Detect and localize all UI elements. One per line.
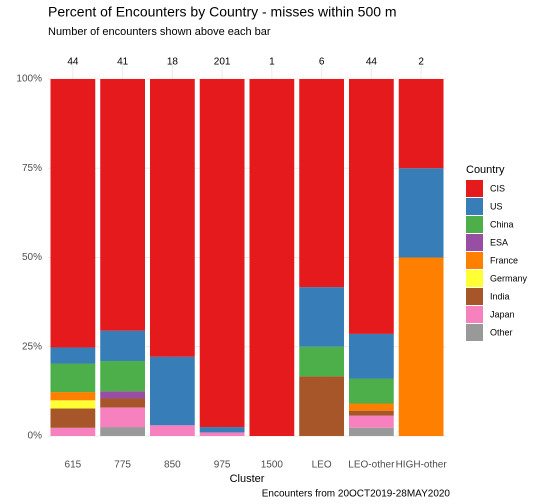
- bar-segment: [50, 79, 96, 348]
- legend-label: China: [490, 219, 514, 229]
- count-label: 1: [269, 57, 275, 68]
- bar-segment: [149, 79, 195, 357]
- legend-key: [466, 252, 483, 269]
- x-tick-label: 615: [65, 460, 82, 471]
- bar-segment: [199, 432, 245, 436]
- bar-segment: [100, 427, 146, 436]
- bar-segment: [50, 347, 96, 364]
- legend-key: [466, 270, 483, 287]
- count-label: 2: [418, 57, 424, 68]
- x-tick-label: LEO-other: [348, 460, 395, 471]
- bar-segment: [299, 79, 345, 288]
- y-tick-label: 75%: [22, 163, 42, 174]
- y-tick-label: 0%: [28, 431, 43, 442]
- legend-key: [466, 180, 483, 197]
- bar-segment: [398, 257, 444, 436]
- bar-segment: [348, 378, 394, 404]
- legend-key: [466, 306, 483, 323]
- bar-segment: [348, 427, 394, 436]
- bar-segment: [50, 392, 96, 401]
- x-tick-label: HIGH-other: [396, 460, 448, 471]
- x-tick-label: 1500: [261, 460, 284, 471]
- x-tick-label: 775: [114, 460, 131, 471]
- legend-label: France: [490, 255, 518, 265]
- legend-key: [466, 234, 483, 251]
- legend-label: US: [490, 201, 503, 211]
- bar-segment: [100, 79, 146, 331]
- legend-label: ESA: [490, 237, 508, 247]
- bar-segment: [100, 361, 146, 392]
- y-tick-label: 50%: [22, 252, 42, 263]
- legend-label: India: [490, 291, 510, 301]
- y-tick-label: 100%: [16, 74, 42, 85]
- bar-segment: [149, 425, 195, 436]
- bar-segment: [100, 407, 146, 428]
- bar-segment: [299, 346, 345, 377]
- count-label: 44: [366, 57, 378, 68]
- bar-segment: [100, 398, 146, 408]
- bar-segment: [50, 427, 96, 436]
- bar-segment: [299, 287, 345, 347]
- bar-segment: [50, 363, 96, 393]
- legend-key: [466, 198, 483, 215]
- y-tick-label: 25%: [22, 341, 42, 352]
- count-label: 6: [319, 57, 325, 68]
- legend-key: [466, 324, 483, 341]
- legend-key: [466, 216, 483, 233]
- x-axis-label: Cluster: [230, 473, 265, 485]
- bar-segment: [299, 376, 345, 436]
- bar-segment: [249, 79, 295, 436]
- chart-subtitle: Number of encounters shown above each ba…: [48, 26, 271, 38]
- bar-segment: [348, 415, 394, 428]
- caption: Encounters from 20OCT2019-28MAY2020: [262, 489, 451, 500]
- chart-title: Percent of Encounters by Country - misse…: [48, 4, 397, 20]
- count-label: 44: [67, 57, 79, 68]
- legend-label: Germany: [490, 273, 528, 283]
- count-label: 41: [117, 57, 129, 68]
- bar-segment: [398, 168, 444, 258]
- bar-segment: [348, 79, 394, 334]
- x-tick-label: 975: [214, 460, 231, 471]
- bar-segment: [398, 79, 444, 169]
- bar-segment: [100, 330, 146, 362]
- x-tick-label: LEO: [312, 460, 332, 471]
- x-tick-label: 850: [164, 460, 181, 471]
- bar-segment: [149, 356, 195, 426]
- legend-key: [466, 288, 483, 305]
- bar-segment: [50, 408, 96, 428]
- bar-segment: [348, 410, 394, 416]
- count-label: 201: [214, 57, 231, 68]
- legend-title: Country: [466, 164, 505, 176]
- bar-segment: [199, 427, 245, 433]
- legend-label: Other: [490, 327, 513, 337]
- count-label: 18: [167, 57, 179, 68]
- legend-label: CIS: [490, 183, 505, 193]
- bar-segment: [100, 391, 146, 399]
- bar-segment: [348, 333, 394, 379]
- bar-segment: [199, 79, 245, 428]
- bar-segment: [348, 403, 394, 411]
- bar-segment: [50, 400, 96, 409]
- legend-label: Japan: [490, 309, 515, 319]
